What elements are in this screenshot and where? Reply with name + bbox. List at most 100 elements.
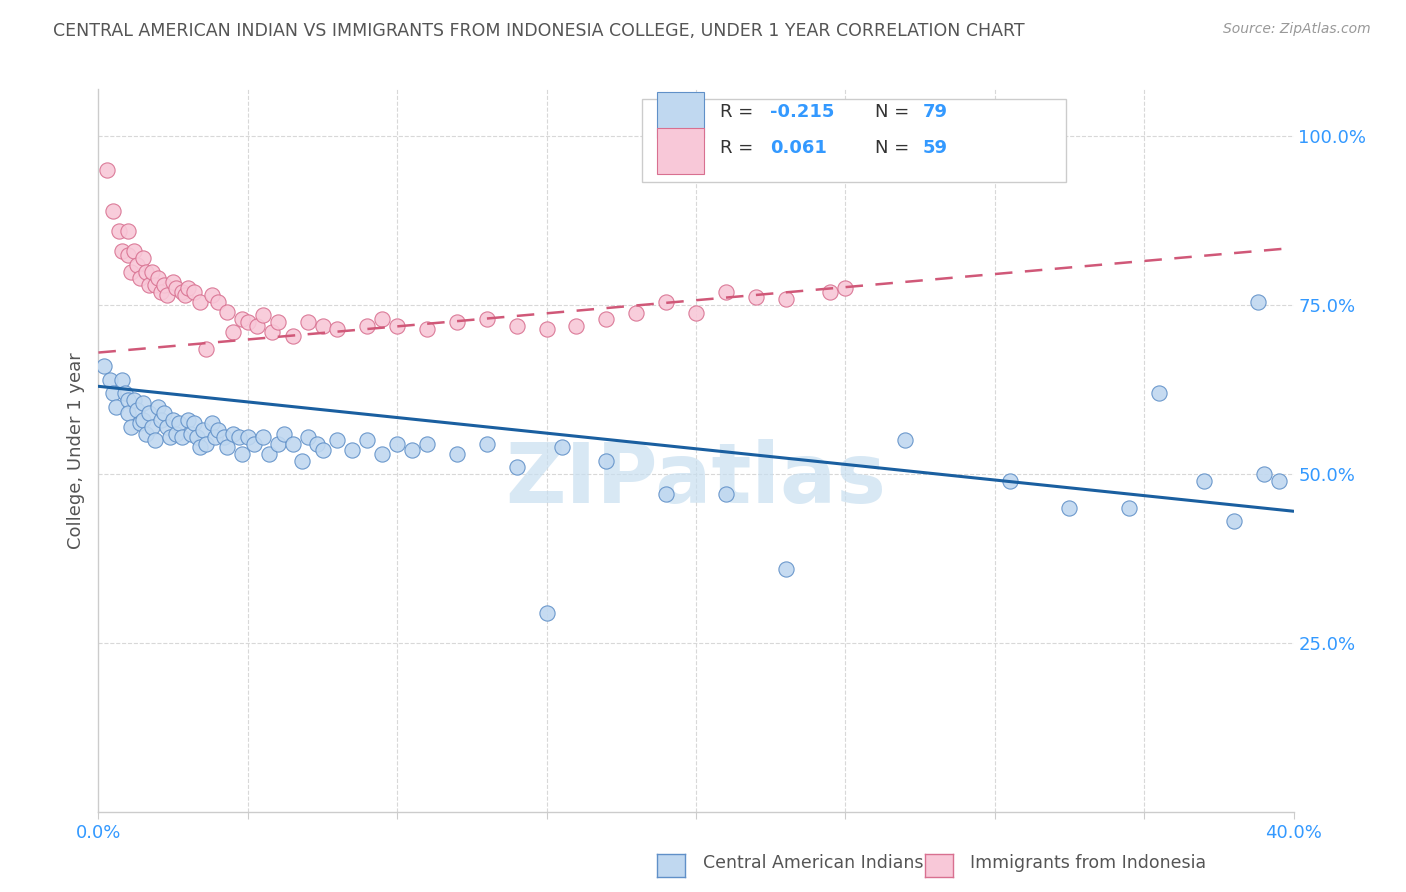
Text: N =: N = <box>876 139 915 157</box>
Point <box>998 474 1021 488</box>
Point <box>177 413 200 427</box>
Point <box>98 373 122 387</box>
Point <box>297 430 319 444</box>
Point <box>127 258 149 272</box>
Point <box>143 434 166 448</box>
Point <box>156 420 179 434</box>
Point <box>114 386 136 401</box>
Text: R =: R = <box>720 139 759 157</box>
Point <box>820 285 842 299</box>
Point <box>132 396 155 410</box>
FancyBboxPatch shape <box>657 92 704 138</box>
Point <box>129 417 152 431</box>
Text: ZIPatlas: ZIPatlas <box>506 439 886 520</box>
Point <box>207 294 229 309</box>
Text: -0.215: -0.215 <box>770 103 834 120</box>
Point <box>129 271 152 285</box>
Point <box>117 406 139 420</box>
Point <box>1059 500 1081 515</box>
Point <box>273 426 295 441</box>
Point <box>775 561 797 575</box>
Point <box>120 264 142 278</box>
Point <box>236 315 259 329</box>
Point <box>401 443 423 458</box>
Point <box>186 430 208 444</box>
Point <box>714 285 737 299</box>
Point <box>195 436 218 450</box>
Point <box>281 328 304 343</box>
Point <box>120 420 142 434</box>
Point <box>834 281 856 295</box>
Point <box>117 247 139 261</box>
Text: R =: R = <box>720 103 759 120</box>
Point <box>156 288 179 302</box>
Point <box>257 447 280 461</box>
Point <box>536 606 558 620</box>
Point <box>371 447 394 461</box>
Point <box>111 244 134 259</box>
Point <box>207 423 229 437</box>
Point <box>162 275 184 289</box>
Point <box>446 447 468 461</box>
Point <box>446 315 468 329</box>
Text: CENTRAL AMERICAN INDIAN VS IMMIGRANTS FROM INDONESIA COLLEGE, UNDER 1 YEAR CORRE: CENTRAL AMERICAN INDIAN VS IMMIGRANTS FR… <box>53 22 1025 40</box>
Point <box>1118 500 1140 515</box>
Point <box>117 224 139 238</box>
Point <box>135 264 157 278</box>
Point <box>153 406 176 420</box>
Point <box>385 436 409 450</box>
Point <box>177 281 200 295</box>
Text: Source: ZipAtlas.com: Source: ZipAtlas.com <box>1223 22 1371 37</box>
Point <box>475 436 498 450</box>
Point <box>297 315 319 329</box>
Point <box>183 417 205 431</box>
Point <box>1223 514 1246 528</box>
Point <box>148 271 170 285</box>
Point <box>222 326 245 340</box>
Point <box>356 318 378 333</box>
Point <box>188 294 211 309</box>
Point <box>111 373 134 387</box>
Point <box>595 453 617 467</box>
Point <box>231 447 253 461</box>
Point <box>159 430 181 444</box>
Point <box>167 417 190 431</box>
Point <box>506 318 529 333</box>
Point <box>124 244 146 259</box>
Point <box>550 440 572 454</box>
Point <box>326 322 349 336</box>
Point <box>201 417 224 431</box>
Text: 0.061: 0.061 <box>770 139 827 157</box>
Point <box>138 406 160 420</box>
Point <box>172 430 194 444</box>
Point <box>626 306 648 320</box>
Point <box>894 434 917 448</box>
Point <box>655 294 678 309</box>
Point <box>150 413 173 427</box>
Point <box>246 318 269 333</box>
Point <box>311 318 333 333</box>
Point <box>105 400 128 414</box>
Point <box>212 430 235 444</box>
Point <box>1267 474 1289 488</box>
Point <box>243 436 266 450</box>
Point <box>745 290 768 304</box>
Point <box>775 292 797 306</box>
Point <box>371 311 394 326</box>
Point <box>311 443 333 458</box>
Point <box>132 251 155 265</box>
Point <box>267 315 290 329</box>
Point <box>416 322 439 336</box>
Point <box>228 430 250 444</box>
Point <box>132 413 155 427</box>
Point <box>506 460 529 475</box>
Point <box>195 342 218 356</box>
Point <box>475 311 498 326</box>
Point <box>1192 474 1215 488</box>
Point <box>215 440 238 454</box>
Text: 79: 79 <box>922 103 948 120</box>
Y-axis label: College, Under 1 year: College, Under 1 year <box>66 352 84 549</box>
Point <box>595 311 617 326</box>
Point <box>148 400 170 414</box>
Point <box>267 436 290 450</box>
